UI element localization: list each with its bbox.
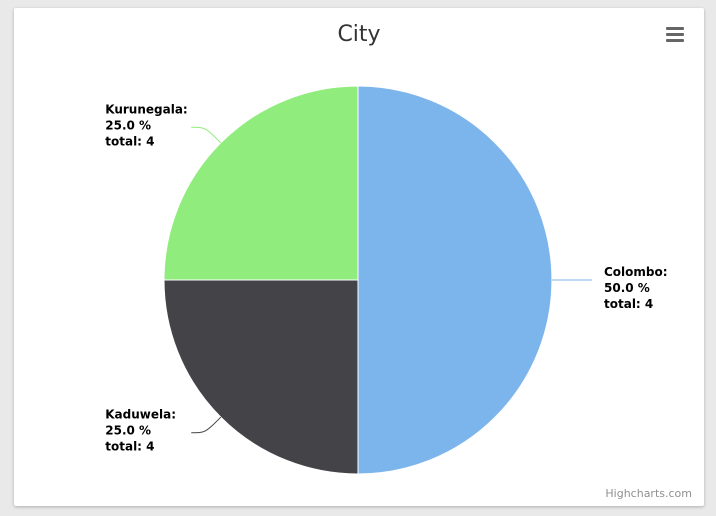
credits-link[interactable]: Highcharts.com — [605, 487, 692, 500]
pie-slice-kurunegala[interactable] — [164, 86, 358, 280]
chart-container: City Colombo: 50.0 % total: 4 Kaduwela: 25.0… — [14, 8, 704, 506]
connector-kaduwela — [191, 417, 221, 433]
pie-slice-kaduwela[interactable] — [164, 280, 358, 474]
connector-kurunegala — [191, 127, 221, 143]
data-label-kaduwela: Kaduwela: 25.0 % total: 4 — [105, 408, 176, 454]
data-label-colombo: Colombo: 50.0 % total: 4 — [604, 265, 668, 311]
data-label-kurunegala: Kurunegala: 25.0 % total: 4 — [105, 102, 187, 148]
pie-chart: Colombo: 50.0 % total: 4 Kaduwela: 25.0 % tot… — [14, 8, 704, 506]
pie-slice-colombo[interactable] — [358, 86, 552, 474]
